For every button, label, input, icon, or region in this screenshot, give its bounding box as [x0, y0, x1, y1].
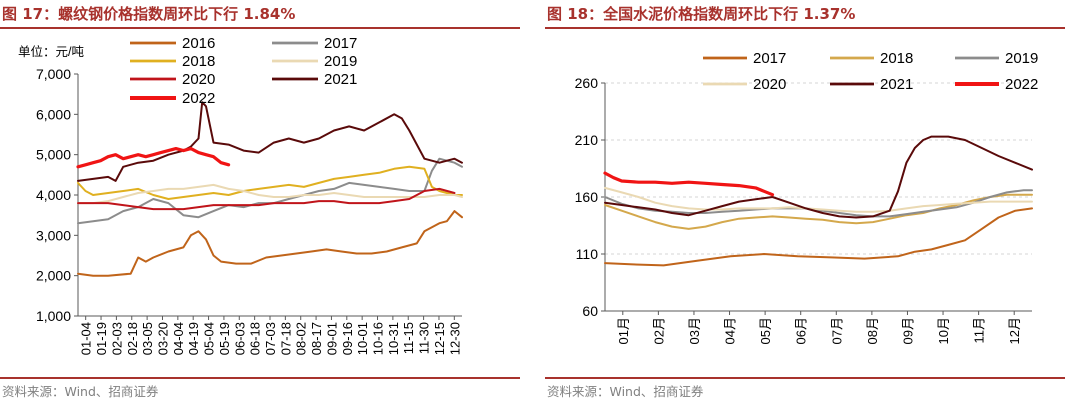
x-tick-label: 04月 — [723, 317, 738, 344]
x-tick-label: 10月 — [936, 317, 951, 344]
y-tick-label: 110 — [576, 246, 599, 262]
cement-price-line-chart: 60 110 160 210 260 01月 02月 03月 04月 05月 06月 07月 08月 09… — [575, 50, 1039, 344]
figure-title: 图 17：螺纹钢价格指数周环比下行 1.84% — [2, 5, 296, 23]
x-tick-label: 05月 — [758, 317, 773, 344]
series-line-2016 — [77, 210, 463, 277]
x-tick-label: 07月 — [829, 317, 844, 344]
x-tick-label: 12-30 — [447, 322, 462, 355]
x-tick-label: 01月 — [616, 317, 631, 344]
series-line-2017 — [604, 207, 1033, 267]
x-tick-label: 05-19 — [217, 322, 232, 355]
source-note: 资料来源：Wind、招商证券 — [2, 384, 159, 399]
legend-label-2016: 2016 — [182, 35, 215, 52]
legend-label-2020: 2020 — [753, 76, 786, 93]
x-tick-label: 03月 — [687, 317, 702, 344]
x-tick-label: 04-04 — [171, 322, 186, 355]
y-tick-label: 160 — [575, 189, 599, 205]
x-tick-label: 08-17 — [309, 322, 324, 355]
source-rule — [545, 377, 1065, 379]
legend-label-2021: 2021 — [324, 71, 357, 88]
x-tick-label: 06-18 — [248, 322, 263, 355]
series-line-2020 — [77, 187, 456, 211]
series-line-2021 — [77, 101, 463, 182]
legend-label-2021: 2021 — [880, 76, 913, 93]
y-tick-label: 6,000 — [36, 106, 71, 122]
x-tick-label: 03-20 — [155, 322, 170, 355]
y-tick-label: 2,000 — [36, 268, 71, 284]
y-tick-label: 3,000 — [36, 227, 71, 243]
series-line-2022 — [603, 171, 775, 197]
x-tick-label: 02月 — [651, 317, 666, 344]
x-tick-label: 09-16 — [340, 322, 355, 355]
series-line-2018 — [77, 165, 463, 200]
x-tick-label: 07-18 — [278, 322, 293, 355]
unit-label: 单位：元/吨 — [18, 44, 84, 59]
legend-label-2022: 2022 — [1005, 76, 1038, 93]
x-tick-label: 10-31 — [386, 322, 401, 355]
x-tick-label: 11月 — [972, 317, 987, 344]
x-tick-label: 05-04 — [202, 322, 217, 355]
x-tick-label: 07-03 — [263, 322, 278, 355]
x-tick-label: 12月 — [1007, 317, 1022, 344]
series-line-2017 — [77, 157, 463, 225]
x-tick-label: 11-15 — [401, 322, 416, 354]
x-tick-label: 02-18 — [125, 322, 140, 355]
x-tick-label: 06月 — [794, 317, 809, 344]
chart-panel-steel: 图 17：螺纹钢价格指数周环比下行 1.84% 1,000 2,000 3,000 4… — [0, 0, 520, 407]
legend-label-2018: 2018 — [182, 53, 215, 70]
series-line-2018 — [604, 193, 1033, 230]
steel-price-line-chart: 1,000 2,000 3,000 4,000 5,000 6,000 7,000 01-04… — [18, 35, 463, 355]
legend-label-2022: 2022 — [182, 90, 215, 107]
y-tick-label: 260 — [575, 75, 599, 91]
y-tick-label: 210 — [575, 132, 599, 148]
series-line-2020 — [604, 186, 1033, 213]
legend-label-2017: 2017 — [753, 50, 786, 67]
title-rule — [0, 27, 520, 29]
y-tick-label: 1,000 — [36, 308, 71, 324]
x-tick-label: 10-01 — [355, 322, 370, 355]
source-rule — [0, 377, 520, 379]
x-tick-label: 04-19 — [186, 322, 201, 355]
series-line-2019 — [604, 189, 1033, 218]
series-line-2022 — [76, 147, 231, 169]
figure-title: 图 18：全国水泥价格指数周环比下行 1.37% — [547, 5, 856, 23]
title-rule — [545, 27, 1065, 29]
x-tick-label: 10-16 — [371, 322, 386, 355]
source-note: 资料来源：Wind、招商证券 — [547, 384, 704, 399]
x-tick-label: 09-01 — [324, 322, 339, 355]
x-tick-label: 11-30 — [417, 322, 432, 354]
x-tick-label: 08月 — [865, 317, 880, 344]
x-tick-label: 06-03 — [232, 322, 247, 355]
x-tick-label: 01-04 — [79, 322, 94, 355]
chart-panel-cement: 图 18：全国水泥价格指数周环比下行 1.37% 60 110 160 210 260 0… — [545, 0, 1065, 407]
legend-label-2018: 2018 — [880, 50, 913, 67]
x-tick-label: 03-05 — [140, 322, 155, 355]
y-tick-label: 4,000 — [36, 187, 71, 203]
x-tick-label: 12-15 — [432, 322, 447, 355]
legend-label-2019: 2019 — [324, 53, 357, 70]
series-line-2019 — [77, 183, 463, 205]
x-tick-label: 01-19 — [94, 322, 109, 355]
x-tick-label: 09月 — [900, 317, 915, 344]
legend-label-2019: 2019 — [1005, 50, 1038, 67]
legend-label-2020: 2020 — [182, 71, 215, 88]
legend-label-2017: 2017 — [324, 35, 357, 52]
x-tick-label: 08-02 — [294, 322, 309, 355]
y-tick-label: 60 — [582, 303, 598, 319]
x-tick-label: 02-03 — [109, 322, 124, 355]
series-line-2021 — [604, 135, 1033, 219]
y-tick-label: 7,000 — [36, 66, 71, 82]
y-tick-label: 5,000 — [36, 147, 71, 163]
